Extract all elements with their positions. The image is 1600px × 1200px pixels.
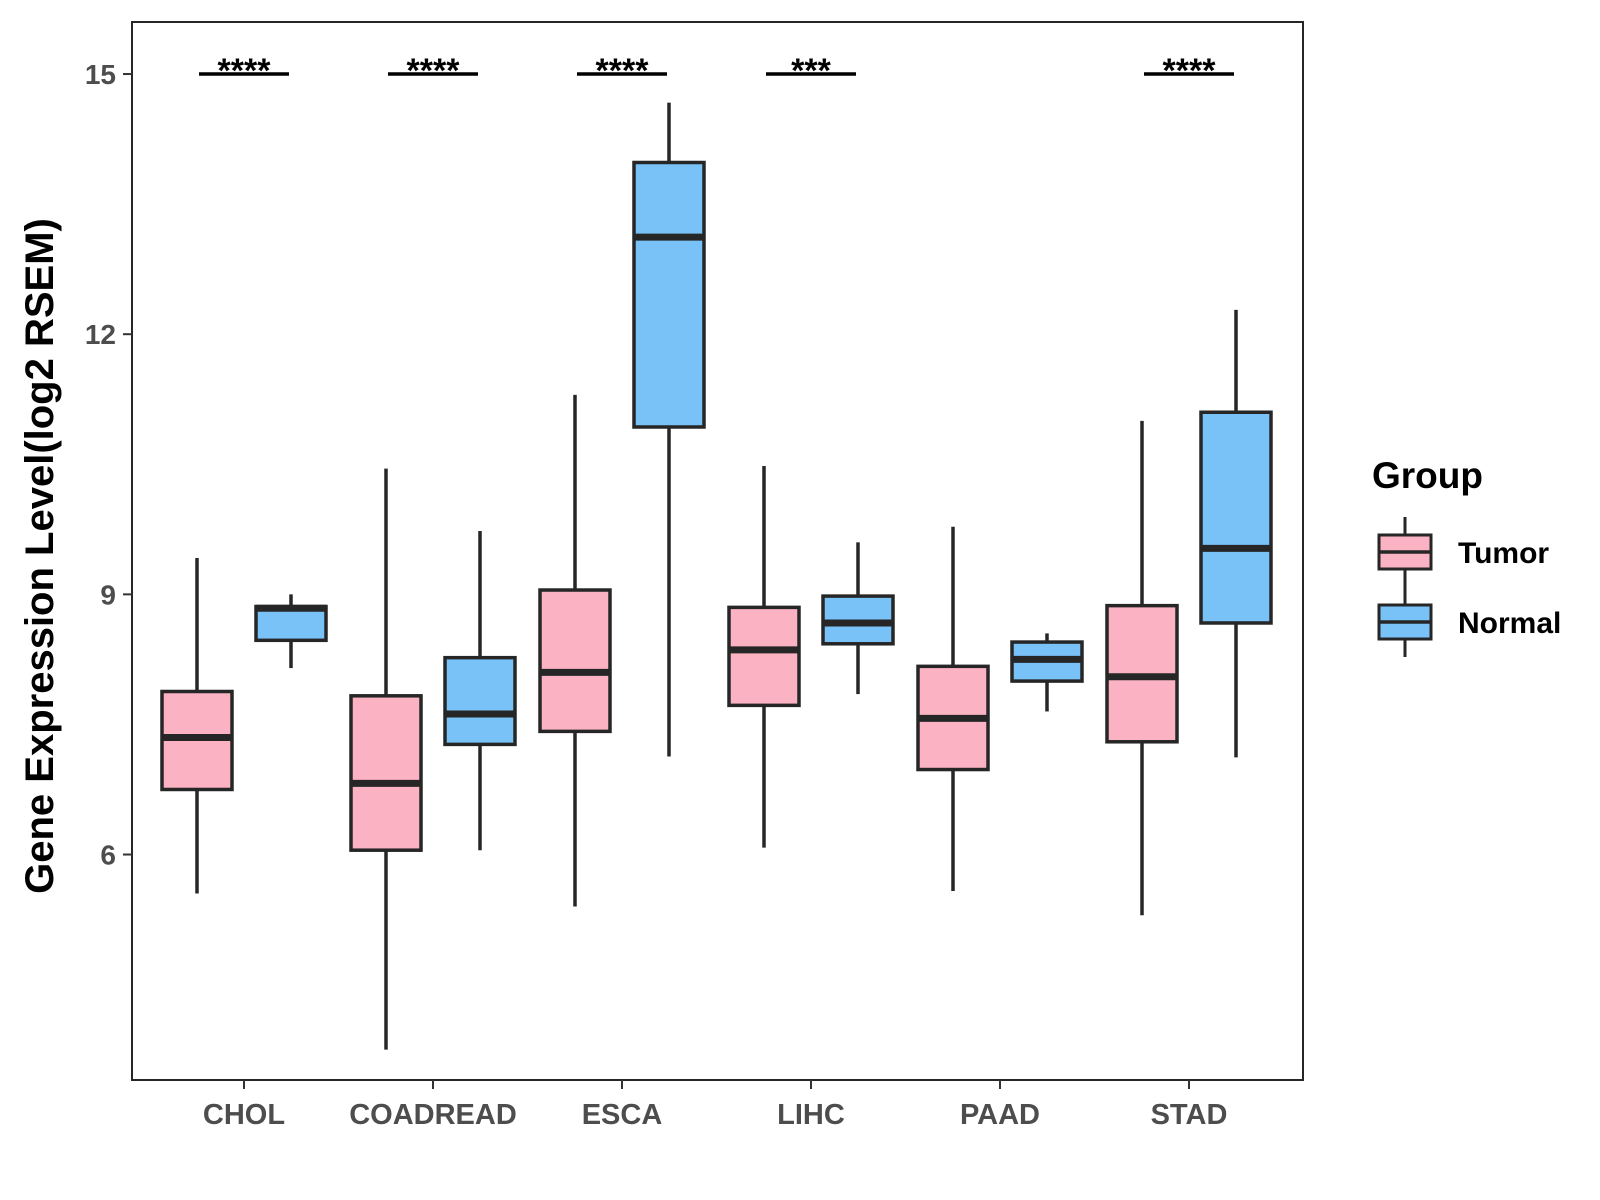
significance-label: *** — [791, 52, 831, 90]
x-tick-label-esca: ESCA — [582, 1099, 663, 1131]
legend-item-normal[interactable]: Normal — [1377, 587, 1561, 657]
significance-label: **** — [407, 52, 461, 90]
box-iqr — [349, 694, 423, 852]
significance-label: **** — [596, 52, 650, 90]
box-iqr — [443, 655, 517, 747]
box-normal-lihc — [821, 542, 895, 695]
y-tick-label: 6 — [100, 840, 116, 871]
box-normal-chol — [254, 594, 328, 669]
box-tumor-stad — [1105, 420, 1179, 916]
y-tick-label: 9 — [100, 579, 116, 610]
significance-label: **** — [218, 52, 272, 90]
box-normal-stad — [1199, 309, 1273, 758]
box-normal-esca — [632, 102, 706, 757]
box-series — [160, 102, 1273, 1050]
box-normal-coadread — [443, 531, 517, 851]
significance-annotations: **** **** **** *** **** — [199, 52, 1234, 90]
box-tumor-lihc — [727, 466, 801, 848]
y-tick-label: 12 — [85, 319, 116, 350]
box-normal-paad — [1010, 633, 1084, 712]
x-tick-label-stad: STAD — [1151, 1099, 1228, 1131]
box-tumor-coadread — [349, 468, 423, 1050]
box-tumor-paad — [916, 526, 990, 891]
x-tick-label-chol: CHOL — [203, 1099, 285, 1131]
significance-label: **** — [1163, 52, 1217, 90]
legend-item-tumor[interactable]: Tumor — [1377, 517, 1549, 587]
legend-title: Group — [1372, 455, 1483, 496]
x-tick-label-coadread: COADREAD — [349, 1099, 517, 1131]
plot-panel — [131, 21, 1304, 1081]
x-tick-label-paad: PAAD — [960, 1099, 1040, 1131]
box-iqr — [538, 588, 612, 734]
y-axis-title: Gene Expression Level(log2 RSEM) — [18, 218, 62, 894]
box-tumor-chol — [160, 557, 234, 894]
legend-label: Normal — [1458, 607, 1561, 640]
y-tick-label: 15 — [85, 59, 116, 90]
box-iqr — [632, 160, 706, 429]
legend-label: Tumor — [1458, 537, 1549, 570]
axes: 6 9 12 15 CHOL COADREAD ESCA LIHC PAAD STAD — [85, 59, 1228, 1131]
panel-border — [131, 21, 1304, 1081]
legend[interactable]: Group Tumor Normal — [1372, 455, 1561, 657]
x-tick-label-lihc: LIHC — [777, 1099, 845, 1131]
box-iqr — [1199, 410, 1273, 625]
box-iqr — [727, 605, 801, 708]
box-tumor-esca — [538, 394, 612, 907]
